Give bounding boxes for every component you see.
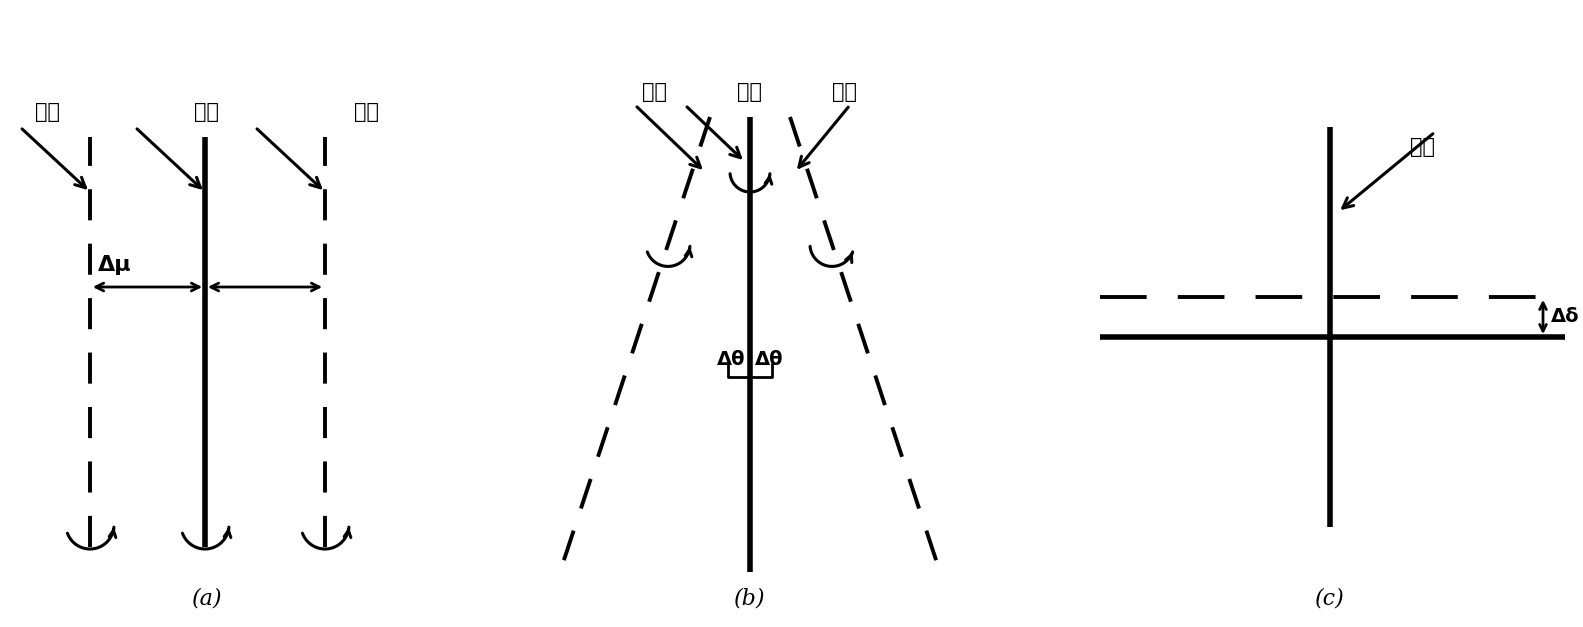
Text: (b): (b) bbox=[735, 588, 766, 610]
Text: 轴线: 轴线 bbox=[738, 82, 763, 102]
Text: Δμ: Δμ bbox=[98, 255, 131, 275]
Text: 轴线: 轴线 bbox=[35, 102, 60, 122]
Text: (c): (c) bbox=[1315, 588, 1346, 610]
Text: 轴线: 轴线 bbox=[355, 102, 380, 122]
Text: 轴线: 轴线 bbox=[643, 82, 668, 102]
Text: (a): (a) bbox=[192, 588, 223, 610]
Text: 轴线: 轴线 bbox=[195, 102, 220, 122]
Text: Δθ: Δθ bbox=[755, 350, 784, 369]
Text: Δδ: Δδ bbox=[1551, 307, 1580, 327]
Text: 轴线: 轴线 bbox=[833, 82, 858, 102]
Text: Δθ: Δθ bbox=[717, 350, 746, 369]
Text: 轴线: 轴线 bbox=[1410, 137, 1436, 157]
